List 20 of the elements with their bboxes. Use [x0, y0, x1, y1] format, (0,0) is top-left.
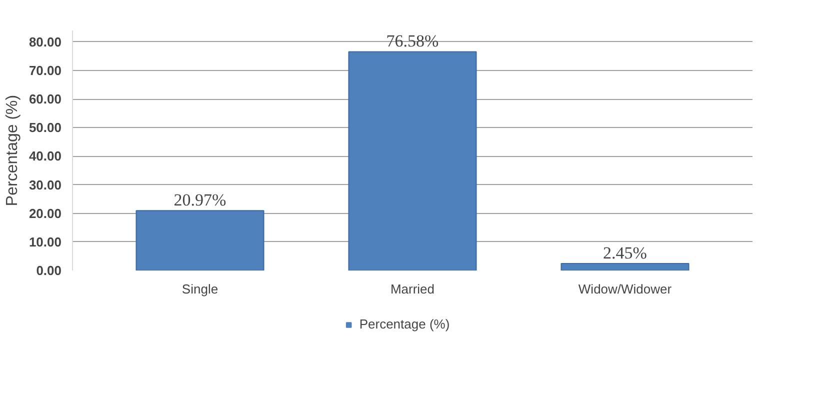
legend-label: Percentage (%) — [359, 316, 450, 332]
y-tick-label: 40.00 — [28, 148, 62, 164]
bar — [136, 210, 264, 270]
y-tick-label: 10.00 — [28, 234, 62, 250]
x-tick-label: Married — [390, 282, 435, 296]
y-tick-label: 30.00 — [28, 177, 62, 192]
text: 20.97% — [174, 190, 226, 210]
bar — [348, 51, 477, 270]
text: 2.45% — [603, 244, 647, 262]
bar — [560, 263, 690, 270]
y-tick-label: 20.00 — [28, 206, 62, 221]
x-tick-label: Widow/Widower — [578, 282, 672, 296]
y-axis-title: Percentage (%) — [4, 94, 21, 206]
text: 76.58% — [386, 32, 439, 51]
y-tick-label: 80.00 — [28, 34, 62, 50]
y-tick-label: 0.00 — [36, 263, 62, 278]
y-tick-label: 60.00 — [28, 92, 62, 107]
x-tick-label: Single — [182, 282, 218, 296]
y-tick-label: 70.00 — [28, 63, 62, 78]
y-tick-label: 50.00 — [28, 120, 62, 136]
